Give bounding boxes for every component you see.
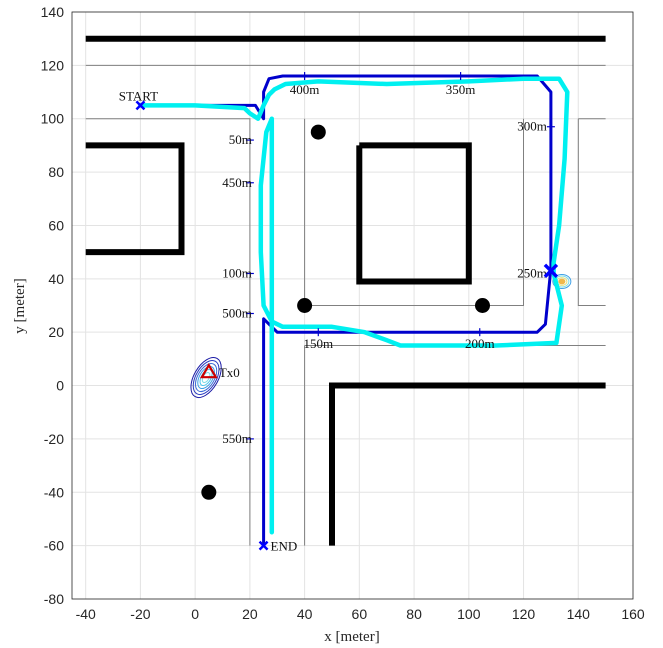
x-tick-label: 140 [567, 606, 591, 622]
y-tick-label: 20 [48, 324, 64, 340]
distance-label: 50m [229, 132, 252, 147]
thin-wall [85, 118, 251, 546]
x-tick-label: 80 [406, 606, 422, 622]
estimate-contour [558, 278, 566, 285]
end-marker [258, 540, 269, 551]
distance-label: 150m [303, 336, 333, 351]
y-tick-label: 60 [48, 217, 64, 233]
tx-contour [192, 360, 220, 396]
x-tick-label: 60 [352, 606, 368, 622]
obstacles [201, 124, 490, 500]
distance-label: 200m [465, 336, 495, 351]
wall [85, 142, 185, 256]
x-tick-label: 40 [297, 606, 313, 622]
y-tick-label: 140 [41, 4, 65, 20]
markers: START END Tx0 [119, 88, 559, 554]
distance-label: 350m [446, 82, 476, 97]
obstacle-dot [297, 298, 313, 313]
y-tick-label: -80 [44, 591, 64, 607]
y-tick-label: 40 [48, 271, 64, 287]
x-tick-labels: -40 -20 0 20 40 60 80 100 120 140 160 [76, 606, 645, 622]
start-marker [135, 100, 146, 111]
x-tick-label: 160 [621, 606, 645, 622]
y-tick-label: 0 [56, 378, 64, 394]
distance-label: 400m [290, 82, 320, 97]
x-tick-label: 0 [191, 606, 199, 622]
obstacle-dot [310, 124, 326, 140]
y-tick-label: -20 [44, 431, 64, 447]
end-label: END [271, 539, 298, 554]
distance-label: 450m [222, 175, 252, 190]
y-tick-label: -60 [44, 538, 64, 554]
y-tick-label: 80 [48, 164, 64, 180]
y-tick-label: 120 [41, 57, 65, 73]
y-tick-label: -40 [44, 484, 64, 500]
obstacle-dot [474, 298, 490, 313]
distance-label: 550m [222, 431, 252, 446]
estimate-marker [543, 263, 559, 279]
x-tick-label: 20 [242, 606, 258, 622]
distance-label: 500m [222, 306, 252, 321]
x-tick-label: 100 [457, 606, 481, 622]
thin-wall [577, 118, 606, 306]
tx-marker [199, 363, 218, 379]
distance-label: 300m [517, 119, 547, 134]
y-tick-labels: -80 -60 -40 -20 0 20 40 60 80 100 120 140 [41, 4, 65, 607]
y-axis-label: y [meter] [12, 278, 28, 333]
tx-label: Tx0 [219, 365, 240, 380]
distance-ticks: 50m 100m 150m 200m 250m 300m 350m 400m 450m 500m 5… [222, 72, 555, 446]
x-tick-label: -20 [130, 606, 150, 622]
tx-contour [197, 366, 215, 390]
x-tick-label: 120 [512, 606, 536, 622]
tx-contour [194, 363, 218, 393]
start-label: START [119, 88, 158, 103]
tx-likelihood-contours [190, 273, 572, 399]
x-tick-label: -40 [76, 606, 96, 622]
estimate-contour [552, 273, 572, 289]
thin-wall [304, 118, 524, 306]
walls [85, 35, 606, 546]
obstacle-dot [201, 484, 217, 500]
tx-contour [190, 357, 222, 399]
distance-label: 100m [222, 265, 252, 280]
y-tick-label: 100 [41, 111, 65, 127]
wall [329, 382, 606, 546]
distance-label: 250m [517, 265, 547, 280]
wall [356, 142, 472, 285]
axes-box [71, 11, 634, 600]
x-axis-label: x [meter] [324, 629, 379, 645]
